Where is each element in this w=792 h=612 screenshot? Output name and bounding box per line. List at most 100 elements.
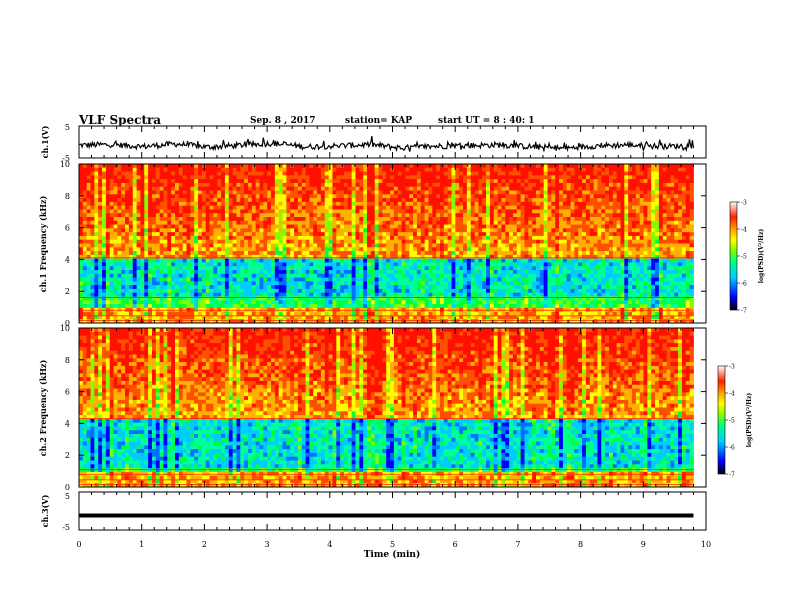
spectrogram-cell (201, 220, 207, 225)
spectrogram-cell (251, 304, 257, 309)
spectrogram-cell (86, 232, 91, 237)
spectrogram-cell (443, 235, 449, 241)
spectrogram-cell (274, 205, 280, 210)
spectrogram-cell (267, 285, 272, 290)
spectrogram-cell (94, 251, 99, 256)
spectrogram-cell (497, 213, 502, 218)
spectrogram-cell (343, 300, 349, 305)
spectrogram-cell (320, 205, 326, 210)
spectrogram-cell (232, 288, 237, 294)
spectrogram-cell (155, 254, 161, 260)
spectrogram-cell (194, 288, 199, 294)
spectrogram-cell (105, 224, 111, 229)
spectrogram-cell (443, 285, 449, 290)
spectrogram-cell (501, 186, 506, 191)
spectrogram-cell (317, 175, 322, 180)
spectrogram-cell (297, 247, 303, 252)
spectrogram-cell (440, 179, 445, 184)
spectrogram-cell (98, 186, 103, 191)
spectrogram-cell (443, 182, 449, 188)
spectrogram-cell (267, 194, 272, 199)
spectrogram-cell (171, 262, 176, 267)
spectrogram-cell (336, 292, 341, 297)
spectrogram-cell (313, 198, 318, 203)
spectrogram-cell (290, 258, 295, 263)
spectrogram-cell (175, 175, 180, 180)
spectrogram-cell (432, 258, 437, 263)
spectrogram-cell (470, 247, 475, 252)
spectrogram-cell (286, 281, 291, 286)
spectrogram-cell (436, 266, 441, 271)
spectrogram-cell (94, 186, 99, 191)
spectrogram-cell (447, 194, 452, 199)
spectrogram-cell (386, 190, 391, 195)
spectrogram-cell (336, 277, 341, 282)
spectrogram-cell (167, 171, 172, 176)
spectrogram-cell (463, 228, 468, 233)
spectrogram-cell (509, 186, 514, 191)
spectrogram-cell (347, 277, 353, 282)
spectrogram-cell (224, 277, 230, 282)
spectrogram-cell (405, 182, 410, 188)
spectrogram-cell (309, 258, 314, 263)
spectrogram-cell (79, 213, 84, 218)
spectrogram-cell (397, 232, 402, 237)
spectrogram-cell (90, 209, 95, 214)
spectrogram-cell (201, 175, 207, 180)
spectrogram-cell (121, 217, 126, 222)
spectrogram-cell (528, 194, 533, 199)
station-label: station= KAP (345, 116, 413, 126)
spectrogram-cell (259, 247, 264, 252)
spectrogram-cell (440, 175, 445, 180)
spectrogram-cell (125, 167, 130, 172)
spectrogram-cell (520, 182, 525, 188)
spectrogram-cell (290, 277, 295, 282)
spectrogram-cell (367, 251, 372, 256)
spectrogram-cell (347, 319, 353, 324)
spectrogram-cell (455, 217, 460, 222)
spectrogram-cell (190, 304, 195, 309)
spectrogram-cell (532, 254, 537, 260)
spectrogram-cell (436, 285, 441, 290)
spectrogram-cell (144, 311, 149, 316)
spectrogram-cell (213, 224, 218, 229)
spectrogram-cell (416, 304, 422, 309)
spectrogram-cell (440, 304, 445, 309)
spectrogram-cell (217, 175, 222, 180)
spectrogram-cell (370, 209, 376, 214)
spectrogram-cell (159, 198, 164, 203)
spectrogram-cell (324, 254, 330, 260)
spectrogram-cell (451, 273, 456, 278)
spectrogram-cell (163, 182, 168, 188)
spectrogram-cell (443, 194, 449, 199)
spectrogram-cell (447, 217, 452, 222)
spectrogram-cell (236, 247, 241, 252)
spectrogram-cell (370, 300, 376, 305)
spectrogram-cell (271, 171, 276, 176)
spectrogram-cell (278, 213, 283, 218)
spectrogram-cell (94, 209, 99, 214)
spectrogram-cell (236, 167, 241, 172)
spectrogram-cell (305, 254, 310, 260)
spectrogram-cell (424, 273, 429, 278)
spectrogram-cell (420, 164, 426, 169)
spectrogram-cell (466, 311, 472, 316)
spectrogram-cell (332, 209, 337, 214)
spectrogram-cell (466, 239, 472, 244)
spectrogram-cell (132, 220, 138, 225)
spectrogram-cell (128, 232, 134, 237)
spectrogram-cell (278, 232, 283, 237)
spectrogram-cell (524, 266, 529, 271)
spectrogram-cell (79, 175, 84, 180)
spectrogram-cell (313, 300, 318, 305)
spectrogram-cell (332, 175, 337, 180)
spectrogram-cell (186, 209, 191, 214)
spectrogram-cell (263, 213, 268, 218)
spectrogram-cell (509, 190, 514, 195)
spectrogram-cell (493, 254, 498, 260)
spectrogram-cell (313, 228, 318, 233)
spectrogram-cell (416, 277, 422, 282)
spectrogram-cell (413, 258, 418, 263)
spectrogram-cell (171, 175, 176, 180)
spectrogram-cell (413, 300, 418, 305)
